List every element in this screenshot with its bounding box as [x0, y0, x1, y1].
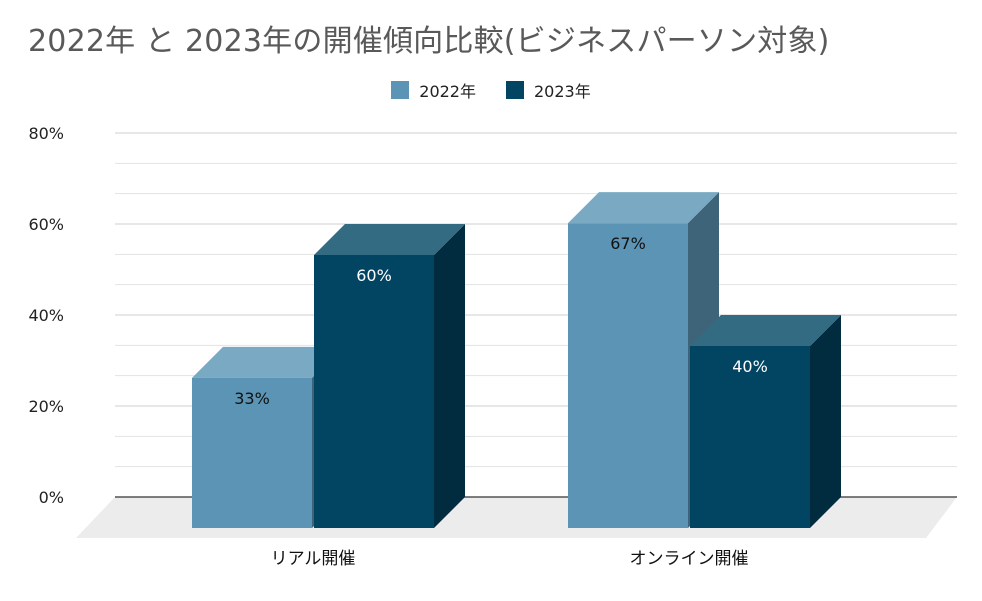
legend-label-2023: 2023年	[534, 82, 591, 101]
bar-front	[690, 346, 810, 528]
bar-front	[314, 255, 434, 528]
bar-top	[192, 346, 343, 378]
y-tick-label: 0%	[39, 488, 64, 507]
chart-legend: 2022年 2023年	[0, 78, 982, 102]
legend-swatch-2022	[391, 81, 410, 99]
bar-front	[192, 377, 312, 528]
y-tick-label: 20%	[28, 397, 64, 416]
chart-title: 2022年 と 2023年の開催傾向比較(ビジネスパーソン対象)	[28, 24, 830, 59]
data-label: 67%	[610, 234, 646, 253]
bar-top	[314, 224, 465, 255]
data-label: 33%	[234, 389, 270, 408]
data-label: 40%	[732, 357, 768, 376]
bar-top	[690, 315, 841, 346]
y-tick-label: 40%	[28, 306, 64, 325]
legend-item-2022: 2022年	[391, 78, 476, 102]
bar-side	[810, 315, 841, 528]
data-label: 60%	[356, 266, 392, 285]
bar-top	[568, 192, 719, 224]
legend-item-2023: 2023年	[506, 78, 591, 102]
y-tick-label: 60%	[28, 215, 64, 234]
bar-side	[434, 224, 465, 528]
bar-front	[568, 223, 688, 528]
x-category-label: オンライン開催	[630, 549, 749, 569]
legend-swatch-2023	[506, 81, 524, 99]
x-category-label: リアル開催	[271, 549, 356, 569]
legend-label-2022: 2022年	[419, 82, 476, 101]
y-tick-label: 80%	[28, 124, 64, 143]
